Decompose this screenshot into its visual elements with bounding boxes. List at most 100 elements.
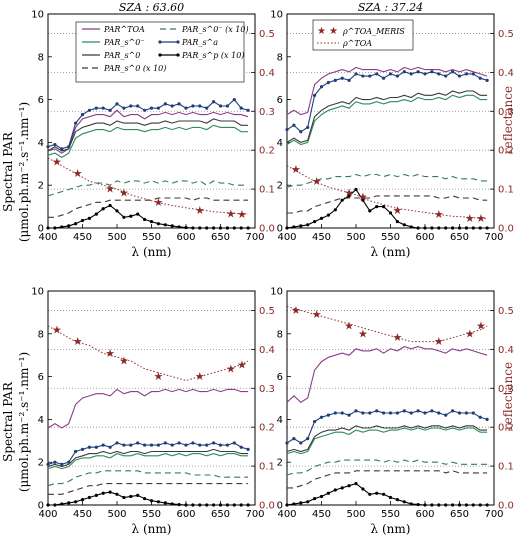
series-point <box>340 411 344 415</box>
panel-2: 400 450 500 550 600 650 700 0 2 4 6 8 10 0.0 0.1 0.2 0.3… <box>270 1 514 259</box>
y2-tick-label: 0.1 <box>498 462 514 473</box>
series-point <box>129 494 133 499</box>
series-point <box>451 503 455 507</box>
series-point <box>395 219 399 224</box>
series-point <box>246 108 250 112</box>
series-point <box>198 503 202 507</box>
series-point <box>430 409 434 413</box>
series-point <box>451 70 455 74</box>
series-point <box>246 503 250 507</box>
legend-label: PAR_s^p (x 10) <box>181 51 244 60</box>
series-point <box>177 441 181 445</box>
y-tick-label: 6 <box>38 95 44 106</box>
x-tick-label: 600 <box>176 509 195 520</box>
series-point <box>143 108 147 112</box>
series-point <box>218 226 223 230</box>
series-point <box>122 215 126 219</box>
series-point <box>319 494 324 499</box>
series-point <box>46 226 50 230</box>
series-line-1 <box>286 66 488 116</box>
series-point <box>471 72 475 76</box>
series-point <box>156 443 160 447</box>
series-point <box>313 496 317 501</box>
series-point <box>464 226 468 230</box>
x-tick-label: 700 <box>484 232 503 243</box>
series-point <box>285 127 289 132</box>
series-point <box>246 447 250 451</box>
series-point <box>402 223 406 227</box>
series-point <box>457 226 462 230</box>
series-line-4 <box>48 483 249 495</box>
series-point <box>292 437 296 441</box>
series-point <box>402 409 406 413</box>
series-point <box>60 147 64 151</box>
legend-right: ★ ★ ρ^TOA_MERIS ρ^TOA <box>312 19 414 51</box>
series-point <box>67 145 71 149</box>
rho-meris-point: ★ <box>312 175 322 188</box>
series-point <box>149 106 154 110</box>
series-point <box>416 226 420 230</box>
series-point <box>464 411 468 415</box>
rho-meris-point: ★ <box>153 370 163 383</box>
series-point <box>430 226 434 230</box>
series-line-2 <box>286 427 488 455</box>
legend-label: PAR^TOA <box>103 25 145 34</box>
x-tick-label: 400 <box>277 509 296 520</box>
series-line-7 <box>48 491 249 506</box>
series-point <box>184 443 188 447</box>
rho-meris-point: ★ <box>226 362 236 375</box>
series-point <box>74 121 78 125</box>
rho-meris-point: ★ <box>291 163 301 176</box>
series-point <box>156 222 160 226</box>
series-point <box>143 443 147 447</box>
rho-meris-point: ★ <box>237 358 247 371</box>
series-point <box>87 216 91 220</box>
y2-tick-label: 0.2 <box>259 423 275 434</box>
rho-toa-line <box>47 325 249 382</box>
series-point <box>409 225 413 229</box>
series-point <box>198 443 202 447</box>
y-tick-label: 4 <box>38 138 44 149</box>
legend-label: PAR_s^0⁻ (x 10) <box>181 25 249 34</box>
y-tick-label: 2 <box>277 181 283 192</box>
y-tick-label: 0 <box>277 224 283 235</box>
x-tick-label: 600 <box>415 509 434 520</box>
series-point <box>80 447 85 451</box>
series-point <box>485 226 489 230</box>
series-point <box>212 503 216 507</box>
series-point <box>444 226 448 230</box>
y-tick-label: 0 <box>38 224 44 235</box>
series-point <box>101 491 105 495</box>
rho-meris-point: ★ <box>465 212 475 225</box>
series-point <box>437 411 441 415</box>
series-point <box>299 130 303 134</box>
series-point <box>122 443 126 447</box>
series-line-1 <box>286 345 488 403</box>
series-point <box>218 443 223 447</box>
series-point <box>149 443 154 447</box>
series-point <box>402 70 406 74</box>
y-tick-label: 10 <box>270 287 283 298</box>
series-point <box>368 492 372 496</box>
series-point <box>368 74 372 78</box>
series-point <box>375 491 379 495</box>
series-line-7 <box>286 188 488 229</box>
y2-tick-label: 0.3 <box>259 384 275 395</box>
series-point <box>451 409 455 413</box>
rho-meris-point: ★ <box>226 207 236 220</box>
series-point <box>108 203 112 208</box>
x-tick-label: 450 <box>73 232 92 243</box>
series-point <box>478 503 482 507</box>
legend-marker: ★ <box>317 26 326 37</box>
series-point <box>170 224 174 228</box>
series-point <box>129 104 133 108</box>
y-tick-label: 4 <box>277 138 283 149</box>
y2-tick-label: 0.5 <box>259 29 275 40</box>
series-point <box>368 411 372 415</box>
series-point <box>218 503 223 507</box>
series-point <box>239 503 243 507</box>
y2-tick-label: 0.0 <box>498 224 514 235</box>
legend-box <box>312 19 414 51</box>
series-point <box>457 411 462 415</box>
